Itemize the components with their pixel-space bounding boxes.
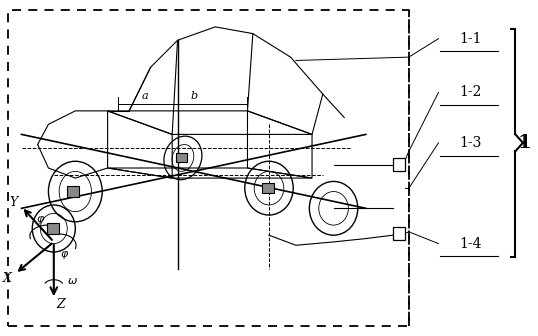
Text: 1-3: 1-3 — [459, 136, 482, 150]
Text: $\varphi$: $\varphi$ — [36, 214, 45, 226]
Bar — [47, 223, 59, 234]
Bar — [67, 186, 79, 197]
Text: 1-1: 1-1 — [459, 32, 482, 46]
Bar — [393, 158, 405, 171]
Text: a: a — [142, 91, 148, 101]
Text: X: X — [3, 272, 12, 285]
Text: Z: Z — [56, 298, 65, 310]
Bar — [393, 227, 405, 240]
Text: $\omega$: $\omega$ — [67, 276, 78, 286]
Bar — [262, 183, 274, 193]
Text: b: b — [190, 91, 197, 101]
Text: 1-4: 1-4 — [459, 237, 482, 251]
Text: 1: 1 — [518, 134, 532, 152]
Bar — [176, 153, 187, 162]
Text: Y: Y — [10, 196, 18, 209]
Text: 1-2: 1-2 — [459, 85, 482, 99]
Text: $\varphi$: $\varphi$ — [60, 249, 69, 261]
